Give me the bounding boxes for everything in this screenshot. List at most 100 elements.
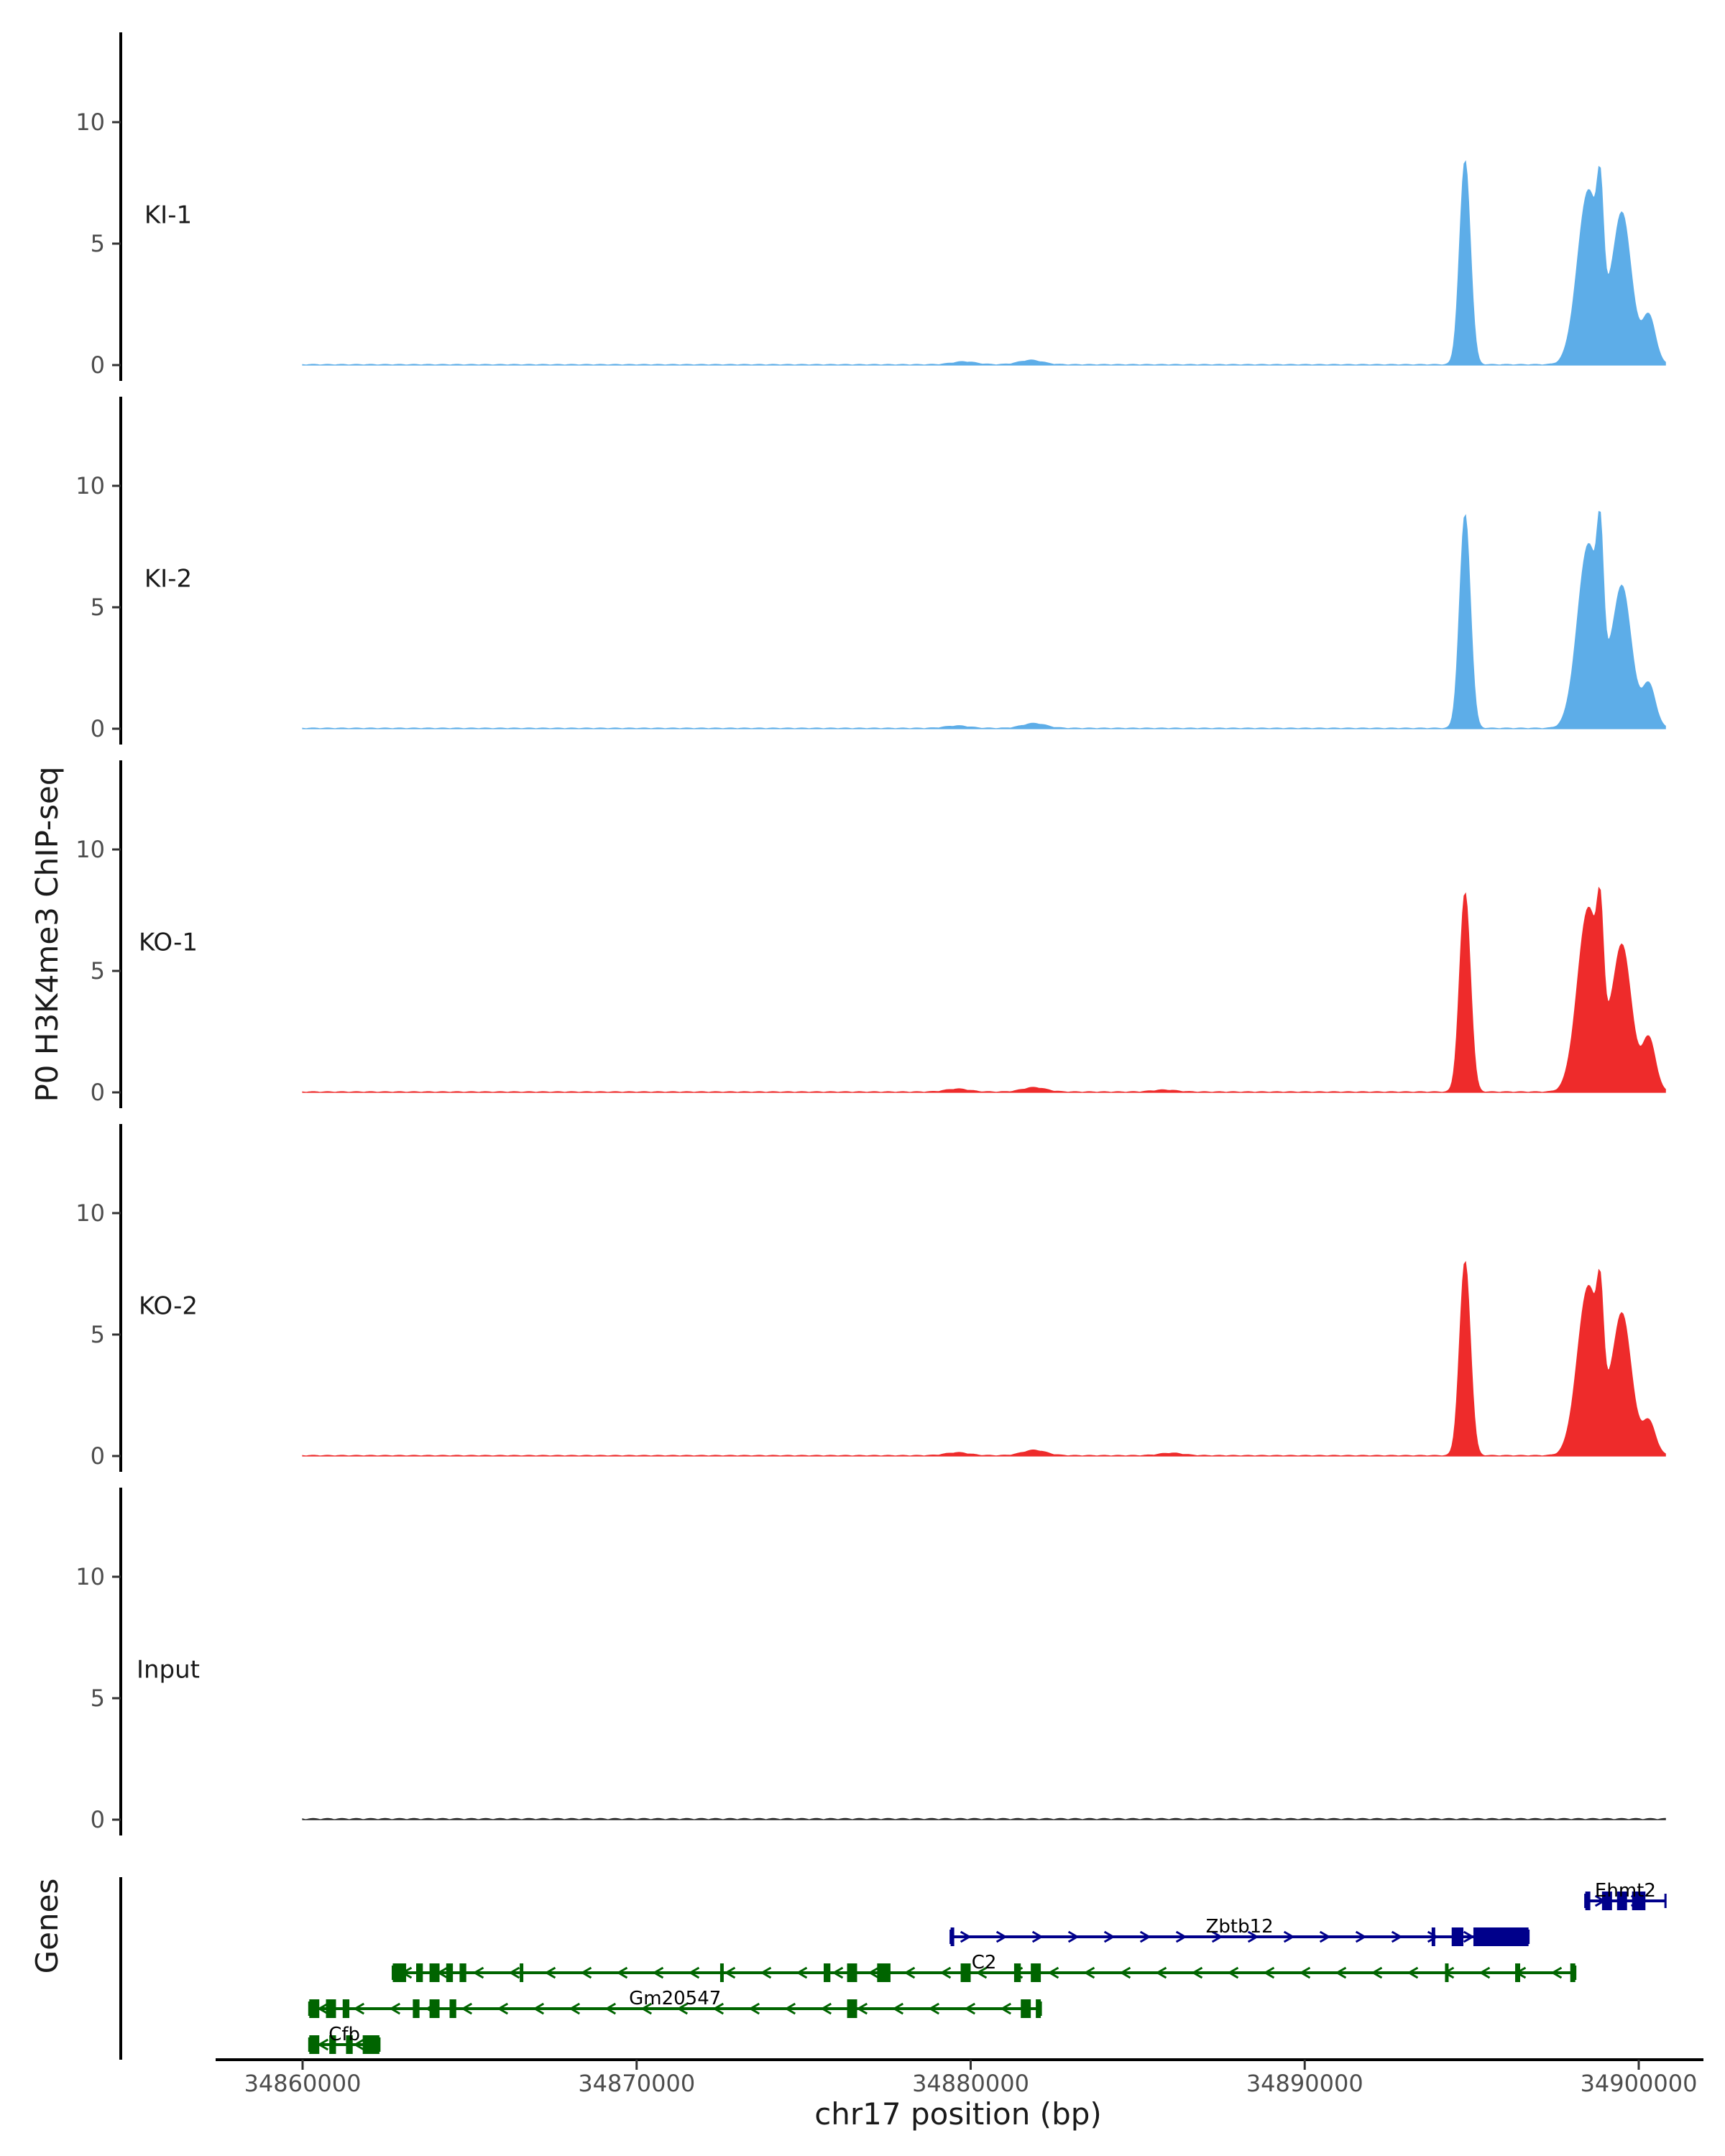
- strand-chevron: [724, 1966, 736, 1979]
- strand-chevron: [1139, 1930, 1151, 1943]
- exon: [1013, 1963, 1021, 1982]
- gene-label: Zbtb12: [1206, 1916, 1274, 1938]
- signal-area-ki-1: [302, 160, 1666, 366]
- strand-chevron: [995, 1930, 1008, 1943]
- exon: [1445, 1963, 1449, 1982]
- x-tick-label: 34880000: [912, 2070, 1029, 2097]
- x-axis-title: chr17 position (bp): [814, 2096, 1102, 2132]
- strand-chevron: [616, 1966, 628, 1979]
- strand-chevron: [964, 2002, 976, 2015]
- exon: [326, 1999, 336, 2018]
- exon: [309, 2035, 320, 2054]
- strand-chevron: [1031, 1930, 1044, 1943]
- strand-chevron: [1191, 1966, 1203, 1979]
- strand-chevron: [1119, 1966, 1131, 1979]
- strand-chevron: [760, 1966, 772, 1979]
- exon: [429, 1963, 440, 1982]
- signal-area-ko-1: [302, 886, 1666, 1093]
- strand-chevron: [960, 1930, 972, 1943]
- strand-chevron: [939, 1966, 952, 1979]
- y-tick-label: 0: [91, 351, 105, 379]
- exon: [429, 1999, 440, 2018]
- strand-chevron: [1155, 1966, 1167, 1979]
- strand-chevron: [1355, 1930, 1367, 1943]
- y-tick-label: 5: [91, 1685, 105, 1712]
- y-tick-label: 10: [75, 1199, 105, 1227]
- strand-chevron: [1067, 1930, 1080, 1943]
- strand-chevron: [820, 2002, 832, 2015]
- exon: [1036, 1999, 1041, 2018]
- strand-chevron: [1283, 1930, 1295, 1943]
- exon: [1515, 1963, 1521, 1982]
- exon: [449, 1999, 456, 2018]
- signal-area-input: [302, 1818, 1666, 1820]
- strand-chevron: [832, 1966, 844, 1979]
- strand-chevron: [1463, 1930, 1475, 1943]
- strand-chevron: [569, 2002, 581, 2015]
- strand-chevron: [1083, 1966, 1095, 1979]
- exon: [520, 1963, 524, 1982]
- exon: [392, 1963, 407, 1982]
- strand-chevron: [353, 2038, 365, 2051]
- x-tick-label: 34900000: [1581, 2070, 1698, 2097]
- exon: [346, 2035, 353, 2054]
- exon: [960, 1963, 971, 1982]
- exon: [847, 1999, 857, 2018]
- signal-tracks: 0 5 10 KI-1 0 5 10 KI-2 0 5 10 KO-1 0 5 10 KO-2 0 5 10 Inpu…: [75, 32, 1666, 1835]
- strand-chevron: [472, 1966, 484, 1979]
- strand-chevron: [1478, 1966, 1491, 1979]
- gene-label: C2: [972, 1952, 997, 1973]
- x-tick-label: 34870000: [578, 2070, 695, 2097]
- exon: [1601, 1892, 1612, 1910]
- y-tick-label: 0: [91, 1079, 105, 1106]
- gene-c2: C2: [391, 1952, 1577, 1982]
- track-ko-1: 0 5 10 KO-1: [75, 760, 1666, 1108]
- strand-chevron: [580, 1966, 592, 1979]
- strand-chevron: [903, 1966, 916, 1979]
- strand-chevron: [796, 1966, 808, 1979]
- exon: [1616, 1892, 1627, 1910]
- exon: [1451, 1927, 1464, 1946]
- strand-chevron: [1247, 1930, 1259, 1943]
- exon: [1031, 1963, 1041, 1982]
- strand-chevron: [1299, 1966, 1311, 1979]
- y-tick-label: 0: [91, 1806, 105, 1833]
- exon: [847, 1963, 857, 1982]
- track-label: KO-1: [139, 928, 198, 957]
- gene-track: Ehmt2 Zbtb12 C2 Gm20547 Cfb: [119, 1877, 1667, 2060]
- x-tick-label: 34890000: [1246, 2070, 1363, 2097]
- strand-chevron: [1227, 1966, 1239, 1979]
- exon: [416, 1963, 423, 1982]
- strand-chevron: [688, 1966, 700, 1979]
- strand-chevron: [868, 1966, 880, 1979]
- track-label: Input: [137, 1655, 200, 1684]
- strand-chevron: [497, 2002, 509, 2015]
- track-label: KI-2: [144, 564, 192, 593]
- strand-chevron: [604, 2002, 617, 2015]
- strand-chevron: [975, 1966, 988, 1979]
- exon: [342, 1999, 350, 2018]
- exon: [719, 1963, 724, 1982]
- strand-chevron: [1427, 1930, 1439, 1943]
- y-axis-title: P0 H3K4me3 ChIP-seq: [29, 766, 65, 1102]
- strand-chevron: [712, 2002, 724, 2015]
- strand-chevron: [544, 1966, 556, 1979]
- strand-chevron: [892, 2002, 904, 2015]
- gene-label: Gm20547: [629, 1988, 721, 2009]
- strand-chevron: [1103, 1930, 1116, 1943]
- track-input: 0 5 10 Input: [75, 1488, 1666, 1835]
- y-tick-label: 5: [91, 957, 105, 985]
- strand-chevron: [533, 2002, 545, 2015]
- strand-chevron: [640, 2002, 653, 2015]
- genes-axis-title: Genes: [29, 1879, 65, 1974]
- gene-gm20547: Gm20547: [308, 1988, 1042, 2018]
- x-tick-label: 34860000: [244, 2070, 362, 2097]
- strand-chevron: [652, 1966, 664, 1979]
- exon: [1473, 1927, 1529, 1946]
- strand-chevron: [928, 2002, 940, 2015]
- strand-chevron: [1047, 1966, 1059, 1979]
- exon: [329, 2035, 336, 2054]
- strand-chevron: [1407, 1966, 1419, 1979]
- exon: [1632, 1892, 1646, 1910]
